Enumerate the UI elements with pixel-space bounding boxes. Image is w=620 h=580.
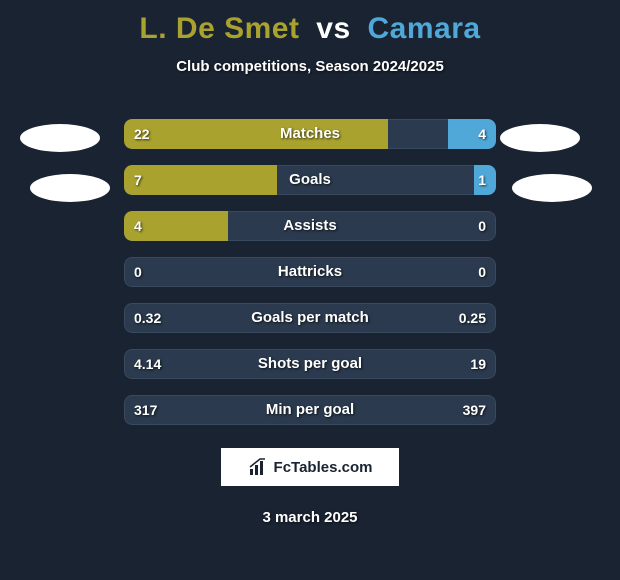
stat-row: 4.1419Shots per goal [124, 349, 496, 379]
stat-row: 00Hattricks [124, 257, 496, 287]
stat-row: 71Goals [124, 165, 496, 195]
stat-label: Shots per goal [124, 349, 496, 379]
team-badge-left-2 [30, 174, 110, 202]
stat-row: 224Matches [124, 119, 496, 149]
team-badge-left-1 [20, 124, 100, 152]
stat-label: Matches [124, 119, 496, 149]
stat-row: 317397Min per goal [124, 395, 496, 425]
brand-text: FcTables.com [274, 459, 373, 476]
vs-separator: vs [316, 12, 350, 45]
subtitle: Club competitions, Season 2024/2025 [0, 58, 620, 75]
footer-date: 3 march 2025 [0, 509, 620, 526]
comparison-title: L. De Smet vs Camara [0, 0, 620, 46]
stat-label: Hattricks [124, 257, 496, 287]
player2-name: Camara [368, 12, 481, 45]
stat-label: Goals [124, 165, 496, 195]
stat-label: Assists [124, 211, 496, 241]
stat-label: Goals per match [124, 303, 496, 333]
team-badge-right-1 [500, 124, 580, 152]
stat-row: 40Assists [124, 211, 496, 241]
fctables-logo-icon [248, 457, 268, 477]
player1-name: L. De Smet [139, 12, 299, 45]
brand-box: FcTables.com [220, 447, 400, 487]
team-badge-right-2 [512, 174, 592, 202]
stat-row: 0.320.25Goals per match [124, 303, 496, 333]
comparison-bars: 224Matches 71Goals 40Assists 00Hattricks 0.3… [124, 119, 496, 425]
stat-label: Min per goal [124, 395, 496, 425]
